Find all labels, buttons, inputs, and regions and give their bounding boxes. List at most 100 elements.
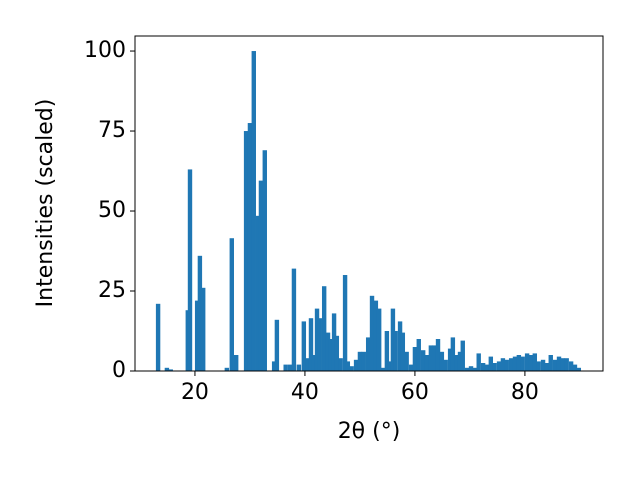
y-tick-label: 0: [112, 358, 126, 383]
bar: [255, 215, 261, 371]
bar: [484, 364, 490, 371]
bar: [428, 345, 434, 371]
bar: [420, 350, 426, 371]
bar: [194, 300, 200, 371]
bar: [568, 361, 574, 371]
bar: [454, 355, 459, 371]
y-tick-label: 50: [98, 198, 126, 223]
y-tick-label: 25: [98, 278, 126, 303]
bar: [512, 356, 518, 371]
bar: [508, 358, 514, 371]
bar: [492, 363, 497, 371]
bar: [345, 361, 351, 371]
bar: [443, 359, 448, 371]
bar: [187, 169, 193, 371]
bar: [564, 358, 569, 371]
bar: [361, 351, 366, 371]
bar: [233, 355, 239, 371]
bar: [168, 369, 173, 371]
bar: [251, 51, 256, 371]
bar: [393, 331, 398, 371]
bar: [357, 351, 363, 371]
bar: [328, 339, 333, 371]
bar: [271, 361, 277, 371]
bar: [384, 331, 390, 371]
bar: [321, 286, 327, 371]
bar: [334, 335, 340, 371]
bar: [390, 308, 396, 371]
bar: [274, 319, 280, 371]
bar: [544, 363, 550, 371]
bar: [369, 295, 375, 371]
bar: [155, 303, 161, 371]
bar: [496, 361, 502, 371]
bar: [560, 358, 566, 371]
bar: [480, 363, 486, 371]
x-axis-label: 2θ (°): [338, 419, 401, 444]
bar: [376, 308, 382, 371]
x-tick-label: 80: [511, 380, 539, 405]
bar: [258, 180, 264, 371]
bar: [572, 364, 578, 371]
bar: [400, 332, 406, 371]
bar: [338, 358, 343, 371]
bar: [301, 321, 307, 371]
bar: [296, 364, 302, 371]
bar: [432, 345, 437, 371]
bar: [380, 367, 386, 371]
bar: [397, 321, 403, 371]
x-tick-label: 60: [401, 380, 429, 405]
bar: [457, 351, 463, 371]
bar: [305, 358, 310, 371]
bar: [548, 355, 553, 371]
bar: [424, 355, 430, 371]
bar: [536, 361, 541, 371]
bar: [291, 268, 297, 371]
bar: [262, 150, 267, 371]
bar: [404, 351, 409, 371]
axes-frame: [134, 35, 604, 372]
bar: [200, 287, 206, 371]
bar: [283, 364, 288, 371]
bar: [504, 359, 509, 371]
bar: [464, 367, 470, 371]
bar: [311, 355, 316, 371]
bar: [472, 367, 478, 371]
bar: [439, 351, 445, 371]
bar: [468, 366, 474, 371]
bar: [447, 348, 453, 371]
bar: [576, 367, 582, 371]
bar: [488, 356, 494, 371]
bar: [532, 353, 538, 371]
bar: [164, 367, 170, 371]
bar: [317, 318, 322, 371]
y-tick-label: 75: [98, 118, 126, 143]
bar: [412, 347, 418, 371]
bar: [500, 358, 506, 371]
y-tick-label: 100: [84, 38, 126, 63]
bar: [520, 356, 525, 371]
bar: [365, 337, 371, 371]
bar: [287, 364, 293, 371]
bar: [331, 313, 337, 371]
bar: [353, 359, 359, 371]
bar: [197, 255, 203, 371]
bar: [247, 123, 253, 372]
bar: [540, 359, 546, 371]
bar: [460, 340, 465, 371]
y-axis-label: Intensities (scaled): [33, 99, 58, 308]
bar: [349, 366, 354, 371]
bar: [435, 339, 441, 371]
bar: [342, 275, 348, 371]
bar: [224, 367, 230, 371]
bar: [308, 318, 314, 371]
plot-area: [155, 51, 582, 372]
bar: [552, 359, 558, 371]
bar: [229, 238, 234, 371]
bar: [243, 131, 249, 371]
bar: [516, 355, 522, 371]
bar: [387, 361, 393, 371]
bar: [524, 353, 530, 371]
